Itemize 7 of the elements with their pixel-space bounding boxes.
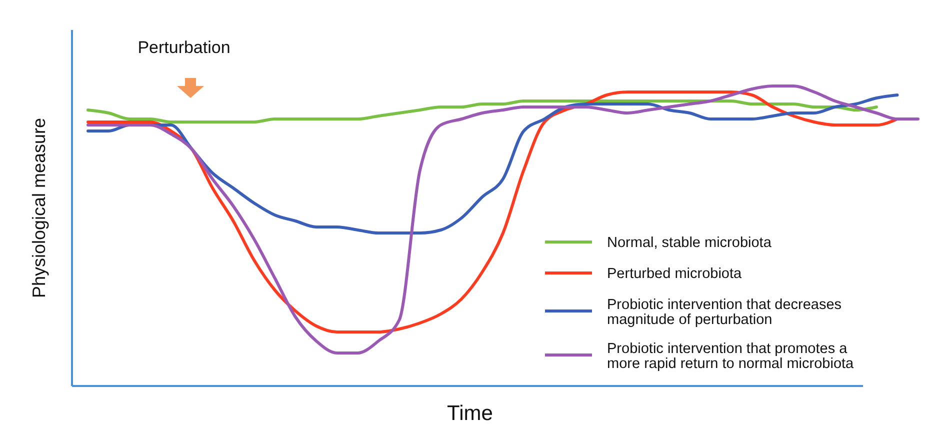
legend-label: Normal, stable microbiota (607, 235, 772, 251)
x-axis-title: Time (447, 402, 493, 425)
legend-label: Probiotic intervention that decreases magnitude of perturbation (607, 297, 842, 328)
legend-label: Perturbed microbiota (607, 266, 743, 282)
y-axis-title: Physiological measure (29, 118, 49, 298)
text: Perturbation (138, 38, 230, 57)
legend-label: Probiotic intervention that promotes a more rapid return to normal microbiota (607, 341, 855, 372)
